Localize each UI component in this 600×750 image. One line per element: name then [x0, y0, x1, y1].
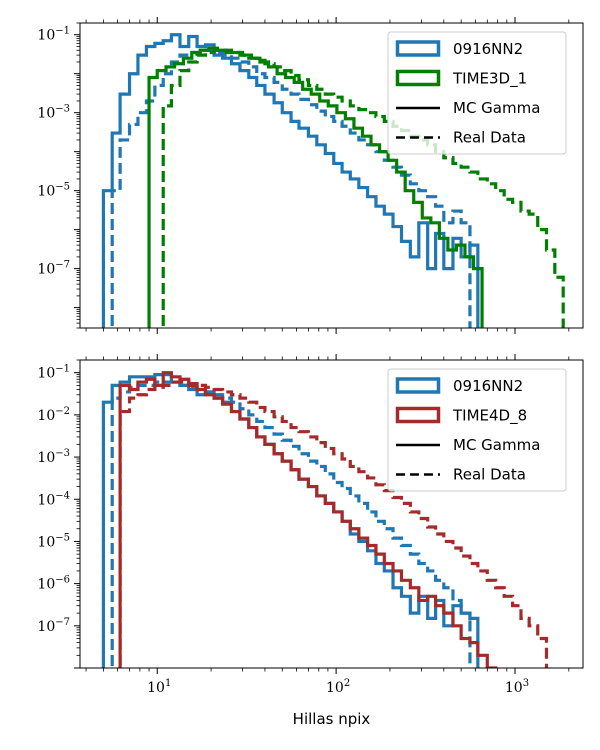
series-line-3: [147, 46, 484, 328]
y-tick-label-4: 10−4: [37, 490, 70, 508]
axes-frame: [79, 359, 584, 669]
series-line-4: [118, 380, 549, 668]
series-line-1: [101, 33, 480, 328]
legend-label-1: 0916NN2: [453, 377, 523, 395]
legend-label-2: TIME4D_8: [452, 407, 527, 426]
legend-label-4: Real Data: [453, 466, 526, 484]
legend: 0916NN2 TIME3D_1 MC Gamma Real Data: [387, 31, 567, 155]
y-tick-label-3: 10−3: [37, 448, 70, 466]
legend-label-2: TIME3D_1: [452, 70, 527, 89]
x-tick-label-1: 101: [147, 678, 171, 696]
x-axis-label: Hillas npix: [293, 710, 371, 728]
legend-label-3: MC Gamma: [453, 99, 540, 117]
axes-frame: [79, 22, 584, 329]
y-tick-label-7: 10−7: [37, 617, 70, 635]
chart-panel-2: 10−1 10−2 10−3 10−4 10−5 10−6 10−7 101 102 103 Hil…: [37, 354, 584, 728]
y-tick-label-6: 10−6: [37, 575, 70, 593]
x-tick-label-2: 102: [326, 678, 350, 696]
y-tick-label-1: 10−1: [37, 26, 70, 44]
legend-label-4: Real Data: [453, 129, 526, 147]
legend-patch-1: [395, 40, 441, 57]
y-tick-label-4: 10−7: [37, 260, 70, 278]
y-tick-label-3: 10−5: [37, 182, 70, 200]
series-line-2: [110, 48, 472, 328]
legend-patch-2: [395, 406, 441, 424]
series-line-4: [161, 48, 565, 328]
y-tick-label-2: 10−2: [37, 406, 70, 424]
legend-patch-2: [395, 69, 441, 87]
y-tick-label-5: 10−5: [37, 532, 70, 550]
legend-label-3: MC Gamma: [453, 436, 540, 454]
legend-label-1: 0916NN2: [453, 40, 523, 58]
x-tick-label-3: 103: [505, 678, 529, 696]
legend: 0916NN2 TIME4D_8 MC Gamma Real Data: [387, 368, 567, 492]
chart-panel-1: 10−1 10−3 10−5 10−7 0916NN2 TIME3D_1 MC Gamma R…: [37, 17, 584, 334]
series-line-3: [118, 371, 498, 668]
series-line-2: [110, 380, 472, 668]
y-tick-label-2: 10−3: [37, 104, 70, 122]
legend-patch-1: [395, 377, 441, 394]
legend-frame: [387, 368, 567, 492]
y-tick-label-1: 10−1: [37, 364, 70, 382]
legend-frame: [387, 31, 567, 155]
